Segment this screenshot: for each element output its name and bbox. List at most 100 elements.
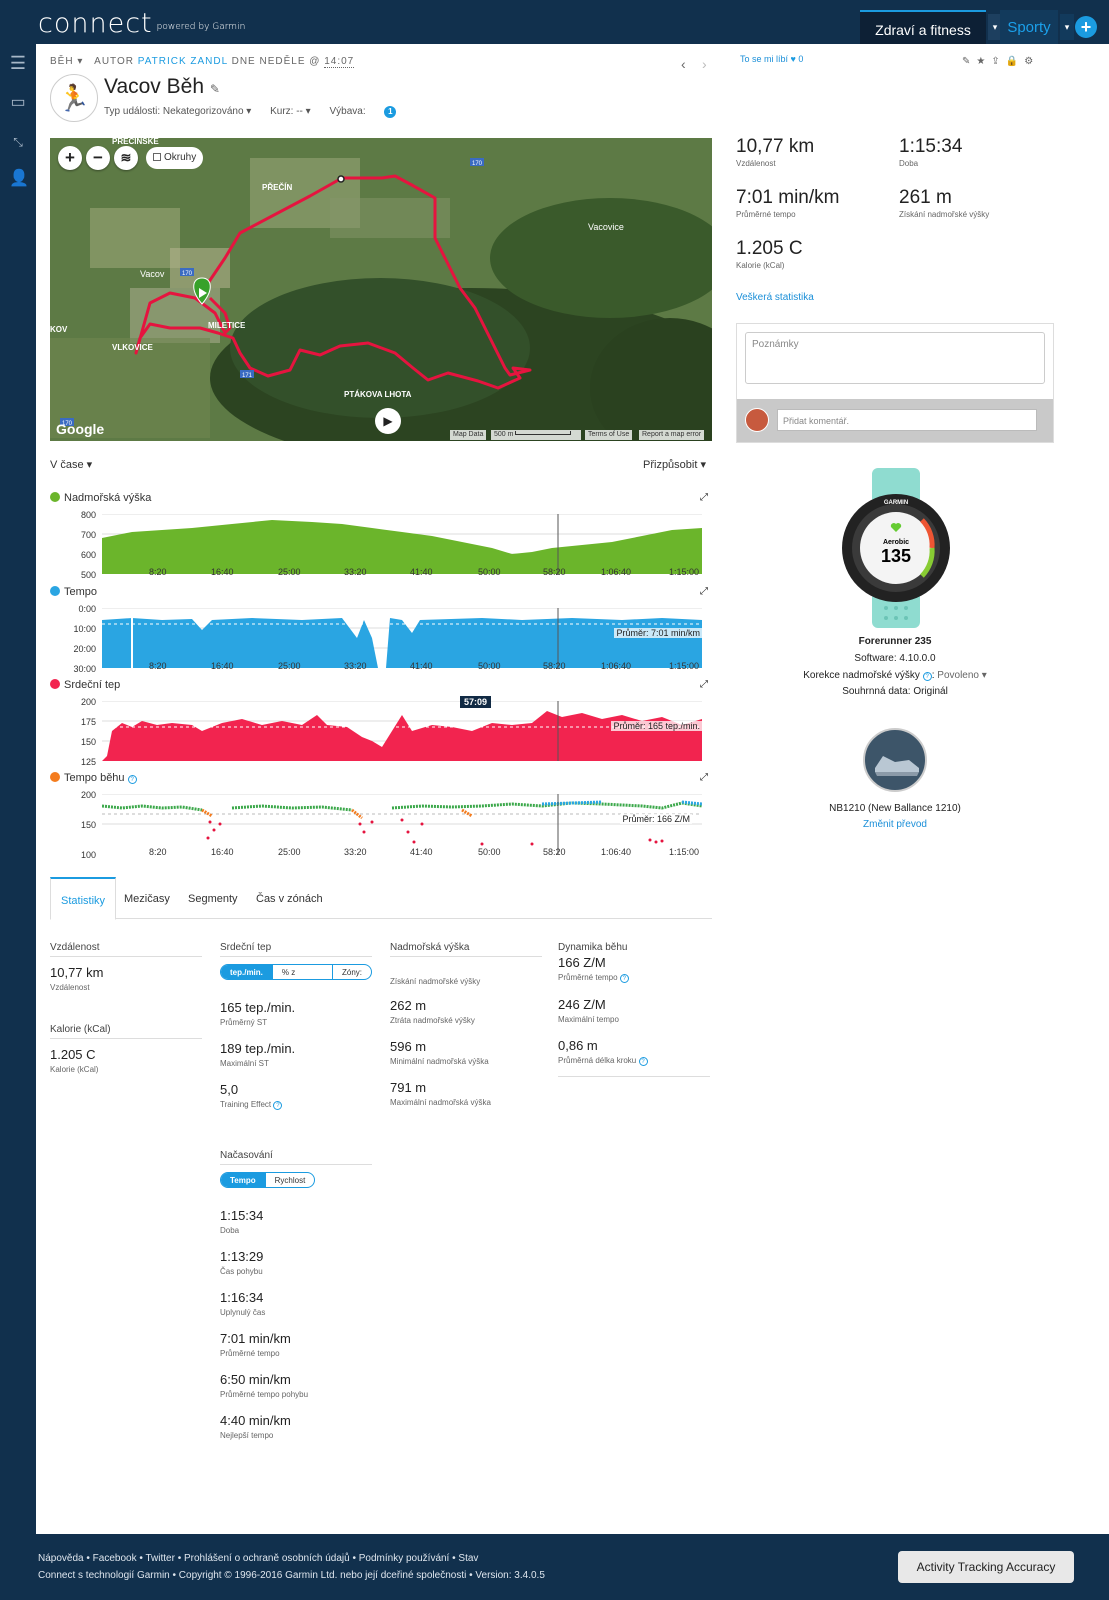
avg-moving-pace-label: Průměrné tempo pohybu — [220, 1390, 309, 1399]
help-icon[interactable]: ? — [127, 775, 137, 784]
zoom-in-button[interactable]: + — [58, 146, 82, 170]
stats-calories: Kalorie (kCal) 1.205 C Kalorie (kCal) — [50, 1024, 202, 1074]
prev-activity-icon[interactable]: ‹ — [681, 56, 686, 72]
event-type-select[interactable]: Typ události: Nekategorizováno ▾ — [104, 106, 252, 117]
expand-icon[interactable]: ⤢ — [700, 586, 708, 597]
summary-duration-value: 1:15:34 — [899, 136, 963, 157]
cadence-plot[interactable] — [102, 794, 702, 854]
tab-health-fitness[interactable]: Zdraví a fitness — [860, 10, 986, 44]
x-tick: 1:15:00 — [669, 567, 700, 577]
activity-title-row: Vacov Běh ✎ — [104, 75, 220, 99]
route-map[interactable]: PŘEČÍN Vacov MILETICE VLKOVICE PTÁKOVA L… — [50, 138, 712, 441]
elevation-title-text: Nadmořská výška — [64, 492, 152, 504]
report-map-error-link[interactable]: Report a map error — [639, 430, 705, 440]
watch-brand: GARMIN — [884, 500, 908, 506]
hr-unit-zones[interactable]: Zóny: — [331, 965, 371, 979]
add-button[interactable]: + — [1075, 16, 1097, 38]
gear-info[interactable]: Výbava: 1 — [329, 106, 412, 118]
x-axis-mode-select[interactable]: V čase ▾ — [50, 459, 93, 471]
hr-unit-bpm[interactable]: tep./min. — [221, 965, 272, 979]
menu-icon[interactable]: ☰ — [9, 53, 27, 73]
x-tick: 16:40 — [211, 847, 234, 857]
zoom-out-button[interactable]: − — [86, 146, 110, 170]
expand-icon[interactable]: ⤢ — [700, 492, 708, 503]
hr-unit-percent-max[interactable]: % z maximální hodnoty — [271, 965, 332, 979]
laps-checkbox[interactable] — [153, 153, 161, 161]
star-icon[interactable]: ★ — [976, 56, 992, 67]
share-icon[interactable]: ⇪ — [991, 56, 1006, 67]
map-data-link[interactable]: Map Data — [450, 430, 487, 440]
all-stats-link[interactable]: Veškerá statistika — [736, 292, 814, 303]
footer-link-status[interactable]: Stav — [458, 1553, 479, 1564]
user-icon[interactable]: 👤 — [9, 170, 29, 187]
activity-tracking-accuracy-button[interactable]: Activity Tracking Accuracy — [898, 1551, 1074, 1583]
x-tick: 1:15:00 — [669, 661, 700, 671]
next-activity-icon[interactable]: › — [702, 56, 707, 72]
logo-subtitle: powered by Garmin — [156, 22, 246, 32]
pace-title-text: Tempo — [64, 586, 98, 598]
sports-dropdown-icon[interactable]: ▾ — [1060, 14, 1074, 40]
laps-toggle[interactable]: Okruhy — [146, 147, 204, 169]
help-icon[interactable]: ? — [619, 974, 629, 983]
customize-button[interactable]: Přizpůsobit ▾ — [643, 459, 706, 471]
tab-splits[interactable]: Mezičasy — [124, 893, 170, 905]
footer-link-help[interactable]: Nápověda — [38, 1553, 84, 1564]
lock-icon[interactable]: 🔒 — [1005, 56, 1025, 67]
svg-text:170: 170 — [62, 421, 73, 427]
hr-y-axis: 200 175 150 125 — [50, 697, 96, 767]
health-dropdown-icon[interactable]: ▾ — [988, 14, 1002, 40]
footer-link-twitter[interactable]: Twitter — [145, 1553, 175, 1564]
hr-plot[interactable] — [102, 701, 702, 761]
expand-icon[interactable]: ⤢ — [700, 772, 708, 783]
summary-duration-label: Doba — [899, 159, 919, 168]
shoe-icon[interactable] — [863, 728, 927, 792]
activity-type[interactable]: BĚH — [50, 56, 74, 67]
elevation-dot — [50, 492, 60, 502]
connections-icon[interactable]: ⤡ — [13, 135, 23, 149]
activity-time[interactable]: 14:07 — [324, 56, 355, 68]
footer-link-privacy[interactable]: Prohlášení o ochraně osobních údajů — [183, 1553, 350, 1564]
avg-cadence-row: Průměrné tempo ? — [558, 973, 710, 983]
edit-title-icon[interactable]: ✎ — [209, 82, 220, 96]
terms-link[interactable]: Terms of Use — [585, 430, 633, 440]
svg-text:VLKOVICE: VLKOVICE — [112, 343, 154, 352]
like-button[interactable]: To se mi líbí — [740, 54, 789, 64]
help-icon[interactable]: ? — [638, 1057, 648, 1066]
expand-icon[interactable]: ⤢ — [700, 679, 708, 690]
layers-icon[interactable]: ≋ — [114, 146, 138, 170]
max-cadence-label: Maximální tempo — [558, 1015, 619, 1024]
timing-pace-option[interactable]: Tempo — [221, 1173, 265, 1187]
svg-text:171: 171 — [242, 373, 253, 379]
notes-input[interactable]: Poznámky — [745, 332, 1045, 384]
play-route-button[interactable]: ▶ — [375, 408, 401, 434]
edit-icon[interactable]: ✎ — [962, 56, 977, 67]
y-tick: 10:00 — [73, 624, 96, 634]
course-select[interactable]: Kurz: -- ▾ — [270, 106, 311, 117]
elevation-plot[interactable] — [102, 514, 702, 574]
y-tick: 700 — [80, 530, 96, 540]
summary-distance: 10,77 km Vzdálenost — [736, 136, 896, 168]
avg-cadence-label: Průměrné tempo — [558, 973, 618, 982]
tab-segments[interactable]: Segmenty — [188, 893, 238, 905]
activity-title[interactable]: Vacov Běh — [104, 75, 205, 98]
footer-link-facebook[interactable]: Facebook — [92, 1553, 137, 1564]
tab-time-in-zones[interactable]: Čas v zónách — [256, 893, 323, 905]
duration-value: 1:15:34 — [220, 1208, 264, 1223]
timing-speed-option[interactable]: Rychlost — [264, 1173, 315, 1187]
tab-statistics[interactable]: Statistiky — [50, 877, 117, 920]
svg-text:170: 170 — [182, 271, 193, 277]
author-link[interactable]: PATRICK ZANDL — [137, 56, 228, 67]
heart-icon[interactable]: ♥ — [790, 54, 796, 64]
help-icon[interactable]: ? — [273, 1101, 283, 1110]
gear-icon[interactable]: ⚙ — [1024, 56, 1040, 67]
inbox-icon[interactable]: ▭ — [10, 94, 26, 111]
main-content: BĚH ▾ AUTOR PATRICK ZANDL DNE NEDĚLE @ 1… — [36, 44, 1109, 1534]
pace-plot[interactable] — [102, 608, 702, 668]
footer-link-terms[interactable]: Podmínky používání — [358, 1553, 450, 1564]
connect-logo[interactable]: connect powered by Garmin — [38, 8, 245, 39]
change-gear-link[interactable]: Změnit převod — [863, 819, 927, 830]
comment-input[interactable]: Přidat komentář. — [777, 409, 1037, 431]
help-icon[interactable]: ? — [922, 672, 932, 681]
elev-correction-select[interactable]: Povoleno ▾ — [937, 670, 987, 681]
tab-sports[interactable]: Sporty — [1000, 10, 1058, 44]
